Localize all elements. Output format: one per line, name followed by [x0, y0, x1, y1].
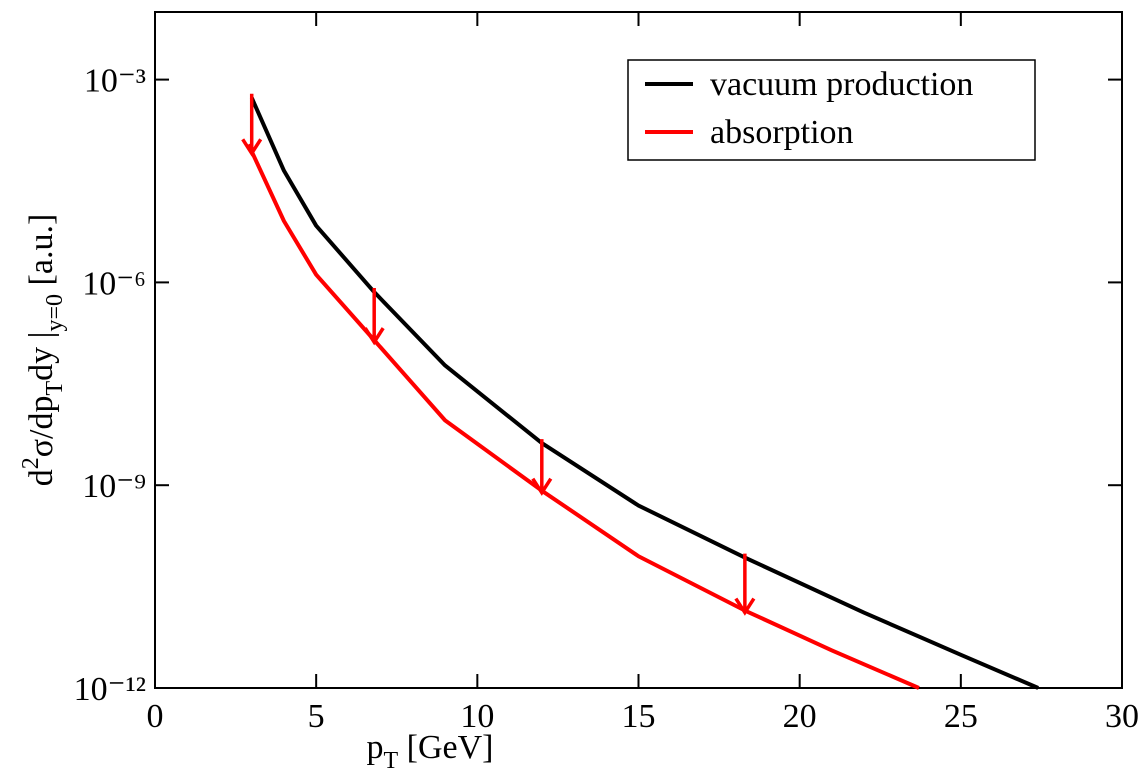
y-axis-label: d2σ/dpTdy |y=0 [a.u.] — [18, 214, 68, 487]
x-tick-label: 20 — [783, 698, 817, 735]
arrow — [241, 93, 263, 157]
x-tick-label: 5 — [308, 698, 325, 735]
y-tick-label: 10⁻³ — [84, 63, 146, 100]
series-line — [249, 96, 1039, 690]
arrow — [363, 288, 385, 346]
x-tick-label: 25 — [944, 698, 978, 735]
y-tick-label: 10⁻⁹ — [82, 468, 146, 505]
y-label-part: σ/dp — [23, 396, 60, 458]
y-label-part: d — [23, 469, 60, 486]
y-tick-label: 10⁻¹² — [74, 671, 146, 708]
y-label-sup: 2 — [18, 457, 44, 469]
x-tick-label: 0 — [147, 698, 164, 735]
arrow — [734, 553, 756, 616]
y-label-part: dy | — [23, 332, 60, 381]
x-tick-label: 15 — [622, 698, 656, 735]
legend-label: vacuum production — [710, 66, 973, 103]
y-tick-label: 10⁻⁶ — [82, 265, 146, 302]
x-axis-label: pT [GeV] — [366, 729, 493, 774]
x-tick-label: 10 — [460, 698, 494, 735]
series-line — [246, 143, 920, 690]
x-tick-label: 30 — [1105, 698, 1139, 735]
legend-box — [627, 59, 1036, 161]
x-label-sub: T — [383, 748, 398, 774]
legend-label: absorption — [710, 114, 854, 151]
y-label-sub: y=0 — [42, 294, 68, 332]
x-label-part: p — [366, 729, 383, 766]
y-label-part: [a.u.] — [23, 214, 60, 294]
y-label-sub: T — [42, 381, 68, 396]
x-label-part: [GeV] — [398, 729, 493, 766]
arrow — [531, 439, 553, 496]
